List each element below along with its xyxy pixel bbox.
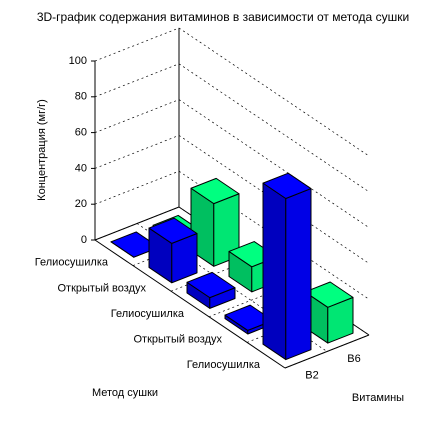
y-tick-label: Гелиосушилка [187, 359, 261, 371]
grid-line [94, 170, 180, 205]
grid-line [178, 63, 370, 193]
y-tick-label: Открытый воздух [57, 282, 146, 294]
grid-line [178, 27, 370, 157]
axis-edge [94, 239, 286, 369]
bar-top [304, 281, 354, 308]
z-tick-label: 100 [69, 55, 87, 67]
z-tick-label: 60 [75, 127, 87, 139]
z-tick-label: 20 [75, 198, 87, 210]
bar-top [262, 172, 312, 199]
bar-front [285, 188, 312, 361]
bar-top [190, 177, 240, 205]
x-tick-label: B2 [305, 370, 318, 382]
z-axis-label: Концентрация (мг/г) [36, 99, 48, 201]
chart-title: 3D-график содержания витаминов в зависим… [37, 10, 409, 24]
grid-line [94, 27, 180, 62]
z-tick-label: 40 [75, 162, 87, 174]
bar-top [186, 271, 236, 299]
y-tick-label: Гелиосушилка [35, 257, 109, 269]
x-tick-label: B6 [347, 353, 360, 365]
bar-top [148, 217, 198, 244]
grid-line [94, 135, 180, 169]
z-tick-label: 80 [75, 91, 87, 103]
y-axis-label: Метод сушки [92, 387, 158, 399]
grid-line [178, 170, 370, 300]
bar-left [262, 182, 287, 361]
y-tick-label: Открытый воздух [133, 334, 222, 346]
grid-line [94, 63, 180, 98]
grid-line [178, 99, 370, 228]
grid-line [178, 135, 370, 264]
x-axis-label: Витамины [352, 392, 404, 404]
grid-line [94, 99, 180, 133]
z-tick-label: 0 [81, 234, 87, 246]
y-tick-label: Гелиосушилка [111, 308, 185, 320]
floor-grid [284, 334, 370, 369]
